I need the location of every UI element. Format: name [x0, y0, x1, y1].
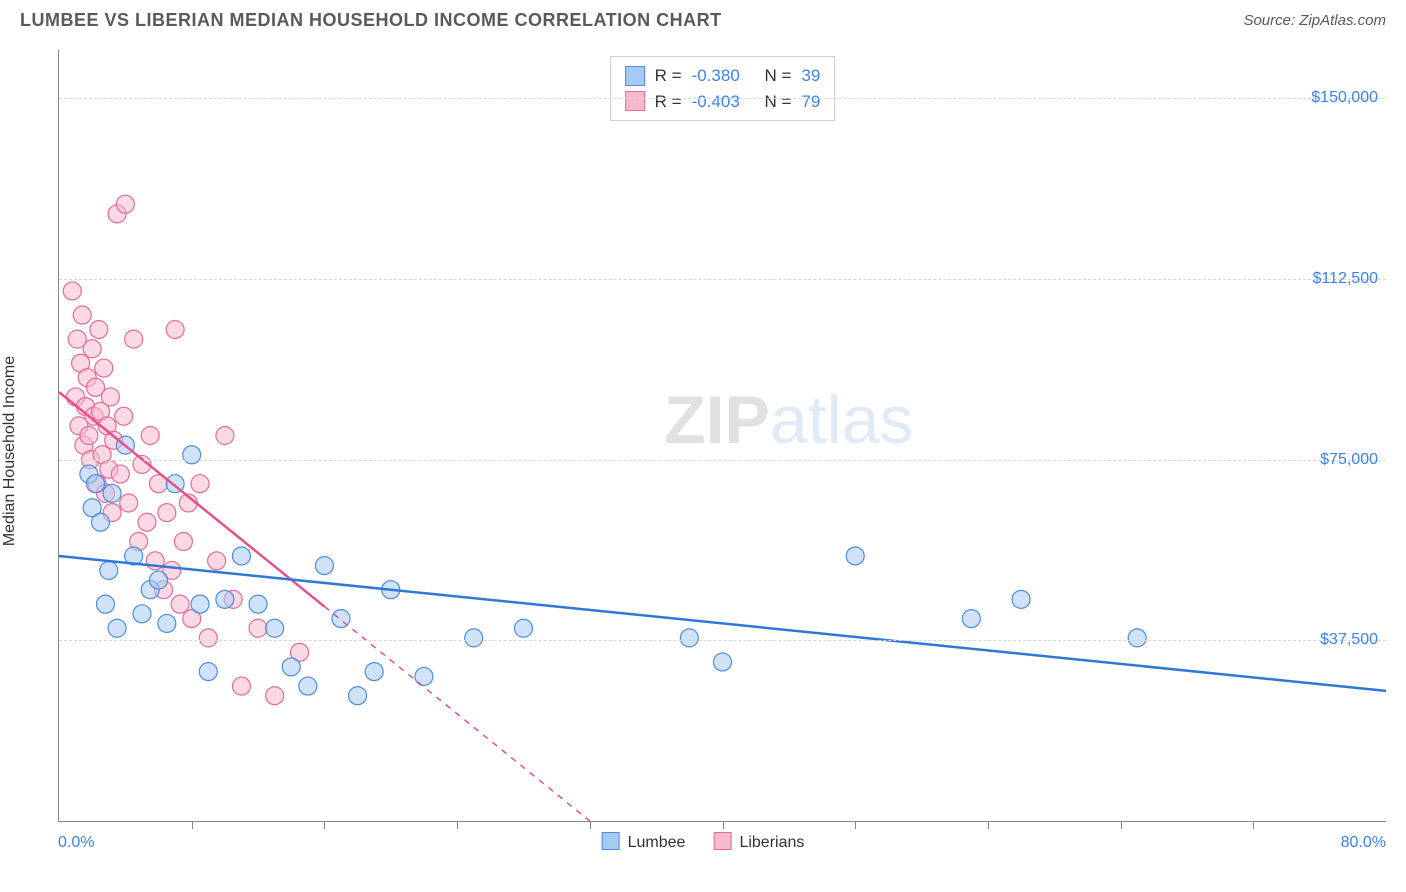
liberians-n-value: 79 — [801, 89, 820, 115]
plot-svg — [59, 50, 1386, 821]
correlation-row-lumbee: R = -0.380 N = 39 — [625, 63, 821, 89]
lumbee-swatch-icon — [602, 832, 620, 850]
source-attribution: Source: ZipAtlas.com — [1243, 12, 1386, 29]
n-label: N = — [765, 89, 792, 115]
liberians-swatch-icon — [625, 91, 645, 111]
y-tick-label: $75,000 — [1320, 451, 1378, 469]
y-tick-label: $112,500 — [1312, 270, 1378, 288]
legend-item-liberians: Liberians — [713, 832, 804, 852]
series-legend: Lumbee Liberians — [602, 832, 805, 852]
liberians-swatch-icon — [713, 832, 731, 850]
r-label: R = — [655, 89, 682, 115]
x-axis-max-label: 80.0% — [1341, 834, 1386, 852]
y-axis-label: Median Household Income — [1, 356, 19, 546]
lumbee-n-value: 39 — [801, 63, 820, 89]
y-tick-label: $37,500 — [1320, 631, 1378, 649]
lumbee-r-value: -0.380 — [692, 63, 740, 89]
correlation-legend: R = -0.380 N = 39 R = -0.403 N = 79 — [610, 56, 836, 121]
legend-item-lumbee: Lumbee — [602, 832, 686, 852]
x-axis-min-label: 0.0% — [58, 834, 94, 852]
chart-area: Median Household Income ZIPatlas R = -0.… — [20, 50, 1386, 852]
lumbee-label: Lumbee — [628, 834, 686, 851]
liberians-label: Liberians — [739, 834, 804, 851]
y-tick-label: $150,000 — [1311, 89, 1378, 107]
chart-header: LUMBEE VS LIBERIAN MEDIAN HOUSEHOLD INCO… — [0, 0, 1406, 37]
r-label: R = — [655, 63, 682, 89]
chart-title: LUMBEE VS LIBERIAN MEDIAN HOUSEHOLD INCO… — [20, 10, 722, 31]
plot-region: ZIPatlas R = -0.380 N = 39 R = -0.403 N … — [58, 50, 1386, 822]
correlation-row-liberians: R = -0.403 N = 79 — [625, 89, 821, 115]
liberians-r-value: -0.403 — [692, 89, 740, 115]
n-label: N = — [765, 63, 792, 89]
lumbee-swatch-icon — [625, 66, 645, 86]
